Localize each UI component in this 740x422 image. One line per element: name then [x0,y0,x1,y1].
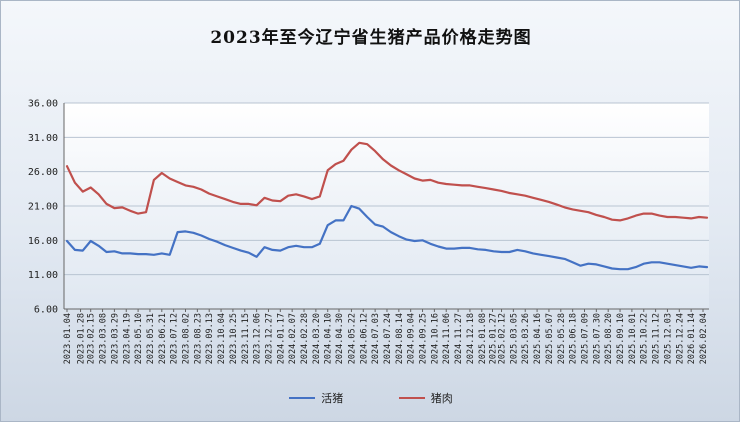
x-tick-label: 2025.06.18 [569,313,579,364]
legend-swatch-pork [398,397,425,399]
x-tick-label: 2026.02.04 [699,313,709,364]
x-tick-label: 2023.12.06 [253,313,263,364]
x-tick-label: 2025.03.26 [521,313,531,364]
x-tick-label: 2025.10.01 [628,313,638,364]
x-tick-label: 2025.05.07 [545,313,555,364]
x-tick-label: 2023.08.02 [182,313,192,364]
x-tick-label: 2024.10.16 [430,313,440,364]
x-tick-label: 2024.02.07 [288,313,298,364]
x-tick-label: 2025.01.27 [489,313,499,364]
x-tick-label: 2025.12.03 [663,313,673,364]
x-tick-label: 2023.07.12 [170,313,180,364]
x-tick-label: 2025.05.28 [557,313,567,364]
x-tick-label: 2023.02.15 [87,313,97,364]
x-tick-label: 2024.08.14 [395,313,405,364]
legend-label-live-pig: 活猪 [321,392,344,405]
x-tick-label: 2024.11.27 [454,313,464,364]
legend: 活猪 猪肉 [1,389,740,406]
x-tick-label: 2024.09.04 [407,313,417,364]
x-tick-label: 2023.03.29 [110,313,120,364]
x-tick-label: 2023.12.27 [264,313,274,364]
y-tick-label: 6.00 [34,305,58,316]
x-tick-label: 2023.11.15 [241,313,251,364]
x-tick-label: 2023.01.04 [63,313,73,364]
x-tick-label: 2025.11.12 [652,313,662,364]
x-tick-label: 2024.02.28 [300,313,310,364]
x-tick-label: 2023.03.08 [99,313,109,364]
x-tick-label: 2025.07.30 [592,313,602,364]
x-tick-label: 2023.05.31 [146,313,156,364]
x-tick-label: 2023.10.04 [217,313,227,364]
x-tick-label: 2024.07.03 [371,313,381,364]
legend-label-pork: 猪肉 [430,392,453,405]
x-tick-label: 2024.07.24 [383,313,393,364]
x-tick-label: 2025.07.09 [580,313,590,364]
x-tick-label: 2025.08.20 [604,313,614,364]
x-tick-label: 2024.11.06 [442,313,452,364]
x-tick-label: 2025.09.10 [616,313,626,364]
y-tick-label: 26.00 [28,167,58,178]
x-tick-label: 2023.04.19 [122,313,132,364]
y-tick-label: 16.00 [28,236,58,247]
x-tick-label: 2025.02.12 [498,313,508,364]
x-tick-label: 2023.06.21 [158,313,168,364]
x-tick-label: 2024.06.12 [359,313,369,364]
x-tick-label: 2025.10.22 [640,313,650,364]
x-tick-label: 2025.12.24 [675,313,685,364]
chart-title: 2023年至今辽宁省生猪产品价格走势图 [210,28,532,48]
x-tick-label: 2026.01.14 [687,313,697,364]
x-tick-label: 2024.12.18 [466,313,476,364]
x-tick-label: 2024.03.20 [312,313,322,364]
x-tick-label: 2025.04.16 [533,313,543,364]
y-tick-label: 21.00 [28,202,58,213]
series-line-live-pig [65,204,709,271]
x-tick-label: 2024.04.30 [335,313,345,364]
x-tick-label: 2025.01.08 [478,313,488,364]
x-tick-label: 2023.09.13 [205,313,215,364]
legend-swatch-live-pig [289,397,316,399]
series-line-pork [65,141,709,222]
y-tick-label: 36.00 [28,99,58,110]
x-tick-label: 2023.10.25 [229,313,239,364]
y-tick-label: 31.00 [28,133,58,144]
y-tick-label: 11.00 [28,270,58,281]
x-tick-label: 2025.03.05 [509,313,519,364]
legend-item-pork: 猪肉 [398,390,453,406]
x-tick-label: 2024.09.25 [419,313,429,364]
x-tick-label: 2024.05.22 [347,313,357,364]
x-tick-label: 2024.01.17 [276,313,286,364]
x-tick-label: 2023.01.28 [77,313,87,364]
legend-item-live-pig: 活猪 [289,390,343,406]
x-tick-label: 2024.04.10 [324,313,334,364]
x-tick-label: 2023.05.10 [134,313,144,364]
x-tick-label: 2023.08.23 [193,313,203,364]
